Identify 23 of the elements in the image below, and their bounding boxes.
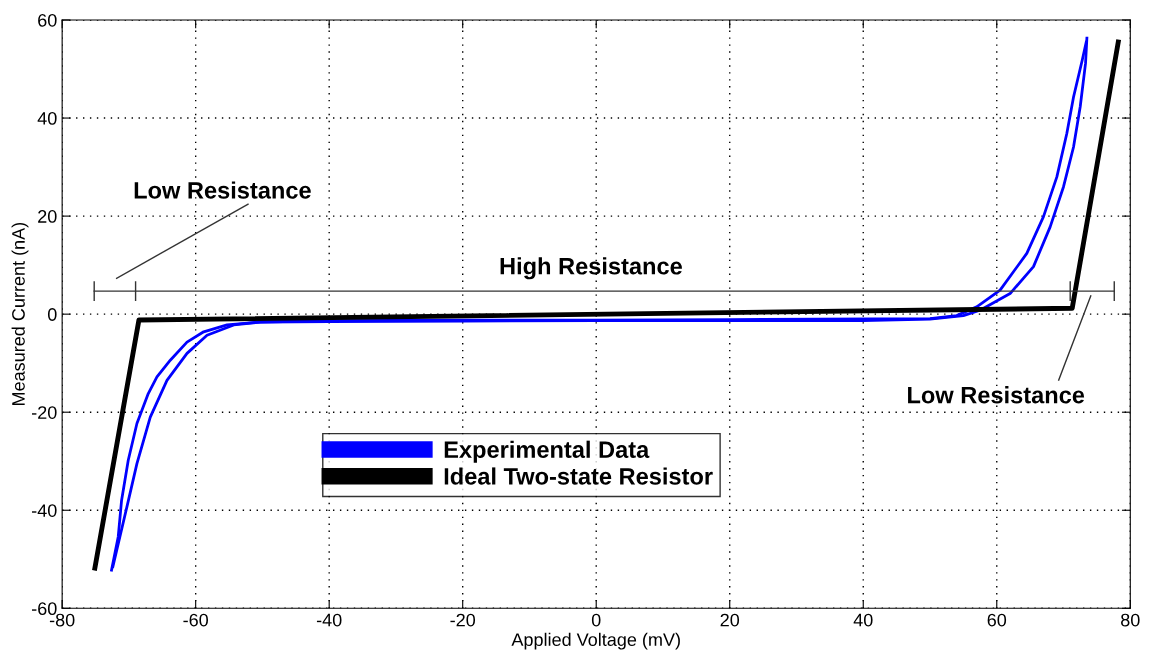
x-axis-title: Applied Voltage (mV) — [511, 632, 680, 650]
x-tick-label: 40 — [853, 613, 873, 627]
y-tick-label: 60 — [38, 13, 57, 27]
y-tick-label: 40 — [37, 111, 57, 125]
x-tick-label: -80 — [49, 613, 75, 627]
x-tick-label: -20 — [450, 613, 476, 627]
y-tick-label: -40 — [32, 504, 57, 517]
legend-label: Ideal Two-state Resistor — [444, 467, 713, 485]
annotation: High Resistance — [500, 257, 682, 280]
x-tick-label: 80 — [1121, 613, 1140, 627]
annotation: Low Resistance — [134, 181, 311, 199]
x-tick-label: 60 — [987, 613, 1007, 627]
y-tick-label: 0 — [47, 308, 57, 321]
y-tick-label: -60 — [32, 602, 57, 616]
legend-label: Experimental Data — [444, 440, 650, 463]
x-tick-label: 0 — [591, 613, 601, 627]
x-tick-label: -40 — [316, 613, 342, 627]
y-tick-label: 20 — [38, 210, 57, 223]
x-tick-label: -60 — [183, 613, 209, 627]
y-axis-title: Measured Current (nA) — [11, 222, 29, 405]
annotation: Low Resistance — [908, 386, 1085, 404]
x-tick-label: 20 — [720, 613, 740, 627]
y-tick-label: -20 — [32, 406, 57, 419]
